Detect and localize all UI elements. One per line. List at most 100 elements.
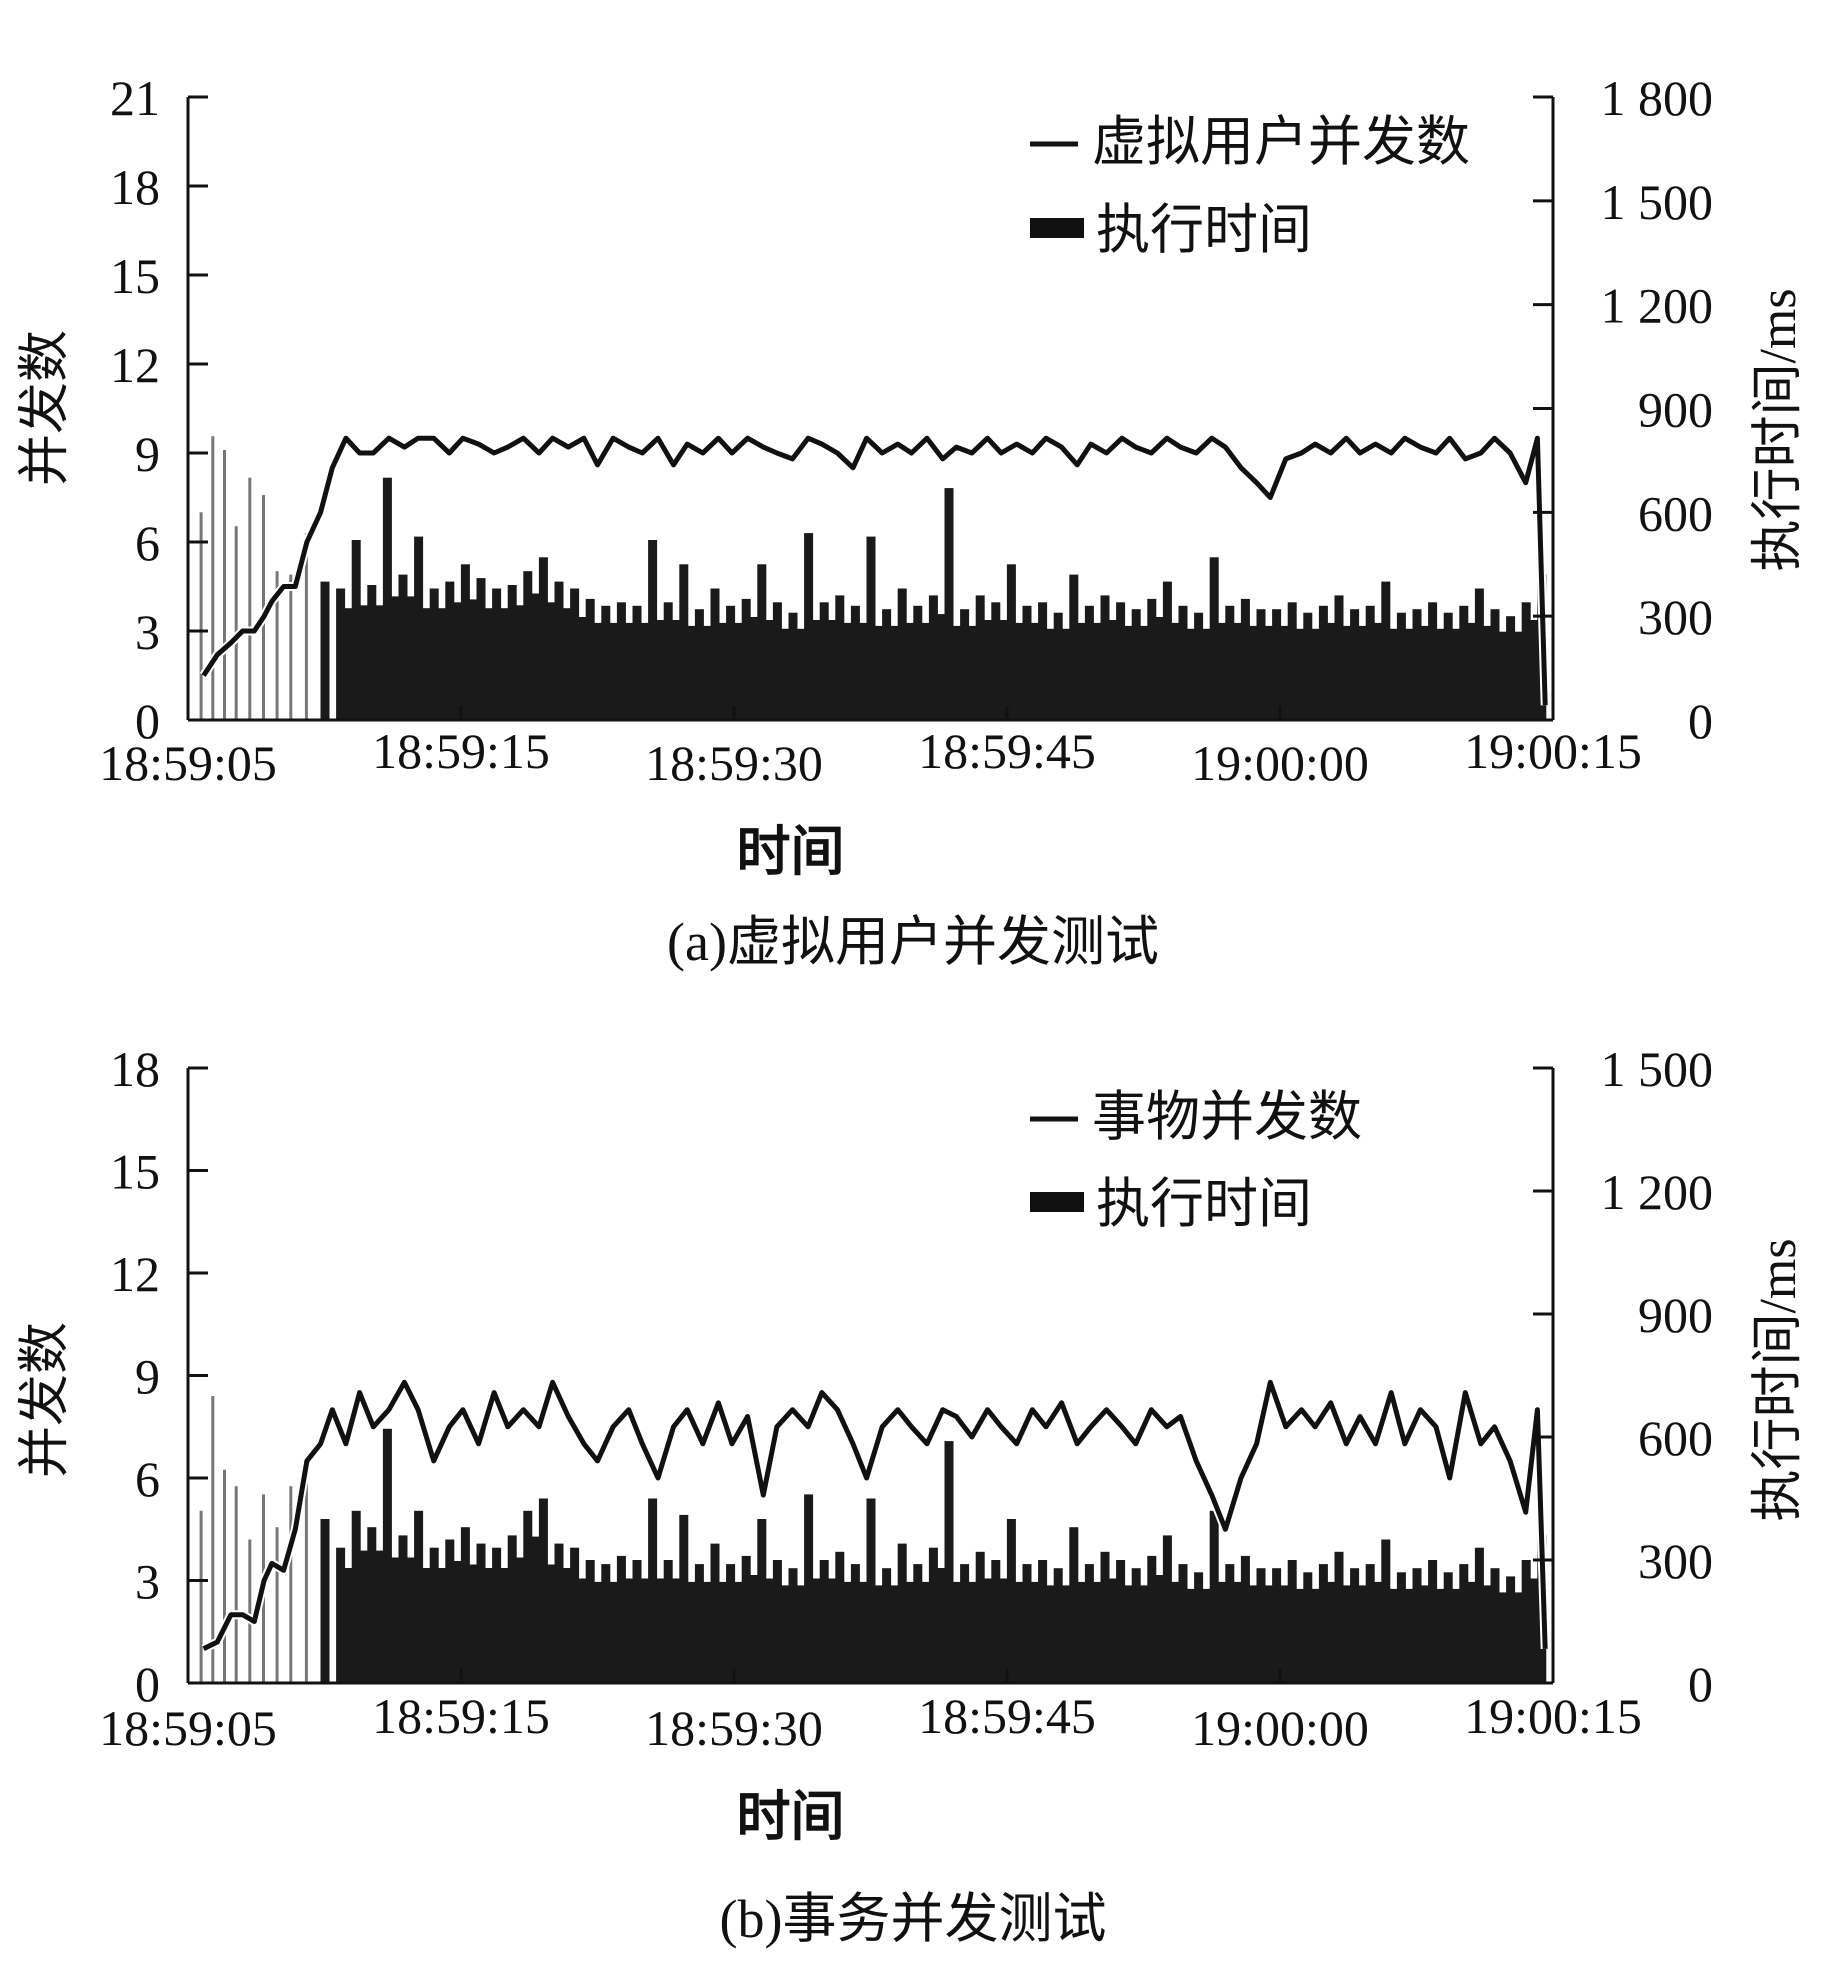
execution-time-bar — [223, 1469, 226, 1683]
execution-time-bar — [402, 1557, 420, 1683]
x-axis-title: 时间 — [737, 822, 845, 882]
left-axis-tick-label: 0 — [135, 693, 160, 749]
execution-time-bar — [320, 581, 330, 720]
execution-time-bar — [1338, 625, 1356, 720]
left-axis-tick-label: 3 — [135, 604, 160, 660]
execution-time-bar — [761, 620, 778, 720]
execution-time-bar — [1478, 625, 1496, 720]
execution-time-bar — [745, 1575, 763, 1683]
execution-time-bar — [511, 1557, 529, 1683]
execution-time-bar — [289, 1486, 293, 1683]
left-axis-tick-label: 9 — [135, 1349, 160, 1405]
x-axis-tick-label: 18:59:15 — [372, 1688, 550, 1744]
execution-time-bar — [1198, 1588, 1215, 1683]
execution-time-bar — [1510, 631, 1527, 720]
execution-time-bar — [605, 1581, 622, 1683]
execution-time-bar — [776, 1585, 794, 1683]
execution-time-bar — [1166, 622, 1184, 720]
left-axis-tick-label: 3 — [135, 1554, 160, 1610]
execution-time-bar — [289, 574, 293, 720]
execution-time-bar — [948, 625, 966, 720]
x-axis-tick-label: 19:00:00 — [1191, 1700, 1369, 1756]
execution-time-bar — [234, 526, 238, 720]
execution-time-bar — [964, 625, 981, 720]
execution-time-bar — [1478, 1585, 1496, 1683]
execution-time-bar — [371, 1550, 388, 1683]
execution-time-bar — [1463, 1581, 1480, 1683]
execution-time-bar — [1416, 1585, 1434, 1683]
execution-time-bar — [698, 625, 716, 720]
left-axis-tick-label: 18 — [110, 159, 160, 215]
execution-time-bar — [932, 614, 950, 720]
execution-time-bar — [792, 628, 810, 720]
execution-time-bar — [304, 533, 308, 720]
legend-label-execution-time: 执行时间 — [1096, 1174, 1312, 1234]
execution-time-bar — [1354, 625, 1371, 720]
execution-time-bar — [433, 1568, 451, 1683]
chart-caption: (a)虚拟用户并发测试 — [667, 912, 1159, 972]
execution-time-bar — [944, 488, 954, 720]
execution-time-bar — [1510, 1592, 1527, 1683]
execution-time-bar — [932, 1568, 950, 1683]
execution-time-bar — [1307, 628, 1324, 720]
execution-time-bar — [1260, 625, 1278, 720]
execution-time-bar — [589, 622, 607, 720]
execution-time-bar — [1525, 620, 1543, 720]
execution-time-bar — [320, 1519, 330, 1683]
execution-time-bar — [979, 620, 997, 720]
execution-time-bar — [558, 1568, 576, 1683]
execution-time-bar — [1213, 622, 1231, 720]
right-axis-tick-label: 600 — [1638, 1410, 1713, 1466]
x-axis-tick-label: 18:59:05 — [99, 1700, 277, 1756]
execution-time-bar — [275, 1527, 279, 1683]
execution-time-bar — [1073, 1581, 1090, 1683]
execution-time-bar — [1276, 1585, 1293, 1683]
execution-time-bar — [1135, 625, 1153, 720]
execution-time-bar — [792, 1585, 810, 1683]
left-axis-tick-label: 6 — [135, 515, 160, 571]
execution-time-bar — [527, 593, 544, 720]
execution-time-bar — [698, 1581, 716, 1683]
right-axis-tick-label: 900 — [1638, 382, 1713, 438]
x-axis-title: 时间 — [737, 1787, 845, 1847]
execution-time-bar — [1151, 1575, 1168, 1683]
execution-time-bar — [823, 620, 841, 720]
execution-time-bar — [574, 1578, 591, 1683]
execution-time-bar — [886, 625, 903, 720]
right-axis-tick-label: 1 200 — [1601, 1164, 1714, 1220]
execution-time-bar — [480, 608, 498, 720]
execution-time-bar — [944, 1441, 954, 1683]
execution-time-bar — [304, 1478, 308, 1683]
execution-time-bar — [1494, 1592, 1512, 1683]
execution-time-bar — [371, 605, 388, 720]
x-axis-tick-label: 19:00:15 — [1464, 1688, 1642, 1744]
execution-time-bar — [1151, 617, 1168, 720]
execution-time-bar — [730, 1581, 747, 1683]
execution-time-bar — [1369, 1581, 1387, 1683]
execution-time-bar — [714, 622, 732, 720]
left-axis-tick-label: 9 — [135, 426, 160, 482]
execution-time-bar — [776, 628, 794, 720]
execution-time-bar — [667, 1578, 685, 1683]
execution-time-bar — [199, 1510, 203, 1683]
execution-time-bar — [1088, 1581, 1106, 1683]
right-axis-tick-label: 300 — [1638, 589, 1713, 645]
execution-time-bar — [870, 625, 888, 720]
execution-time-bar — [511, 605, 529, 720]
left-axis-tick-label: 12 — [110, 337, 160, 393]
execution-time-bar — [1229, 622, 1246, 720]
x-axis-tick-label: 18:59:05 — [99, 735, 277, 791]
right-axis-tick-label: 1 800 — [1601, 70, 1714, 126]
execution-time-bar — [1244, 1585, 1262, 1683]
left-axis-tick-label: 15 — [110, 1144, 160, 1200]
execution-time-bar — [995, 1578, 1012, 1683]
execution-time-bar — [761, 1578, 778, 1683]
execution-time-bar — [901, 1581, 919, 1683]
execution-time-bar — [1229, 1581, 1246, 1683]
execution-time-bar — [1400, 1588, 1418, 1683]
execution-time-bar — [1385, 628, 1402, 720]
execution-time-bar — [418, 608, 435, 720]
execution-time-bar — [480, 1568, 498, 1683]
execution-time-bar — [449, 602, 466, 720]
